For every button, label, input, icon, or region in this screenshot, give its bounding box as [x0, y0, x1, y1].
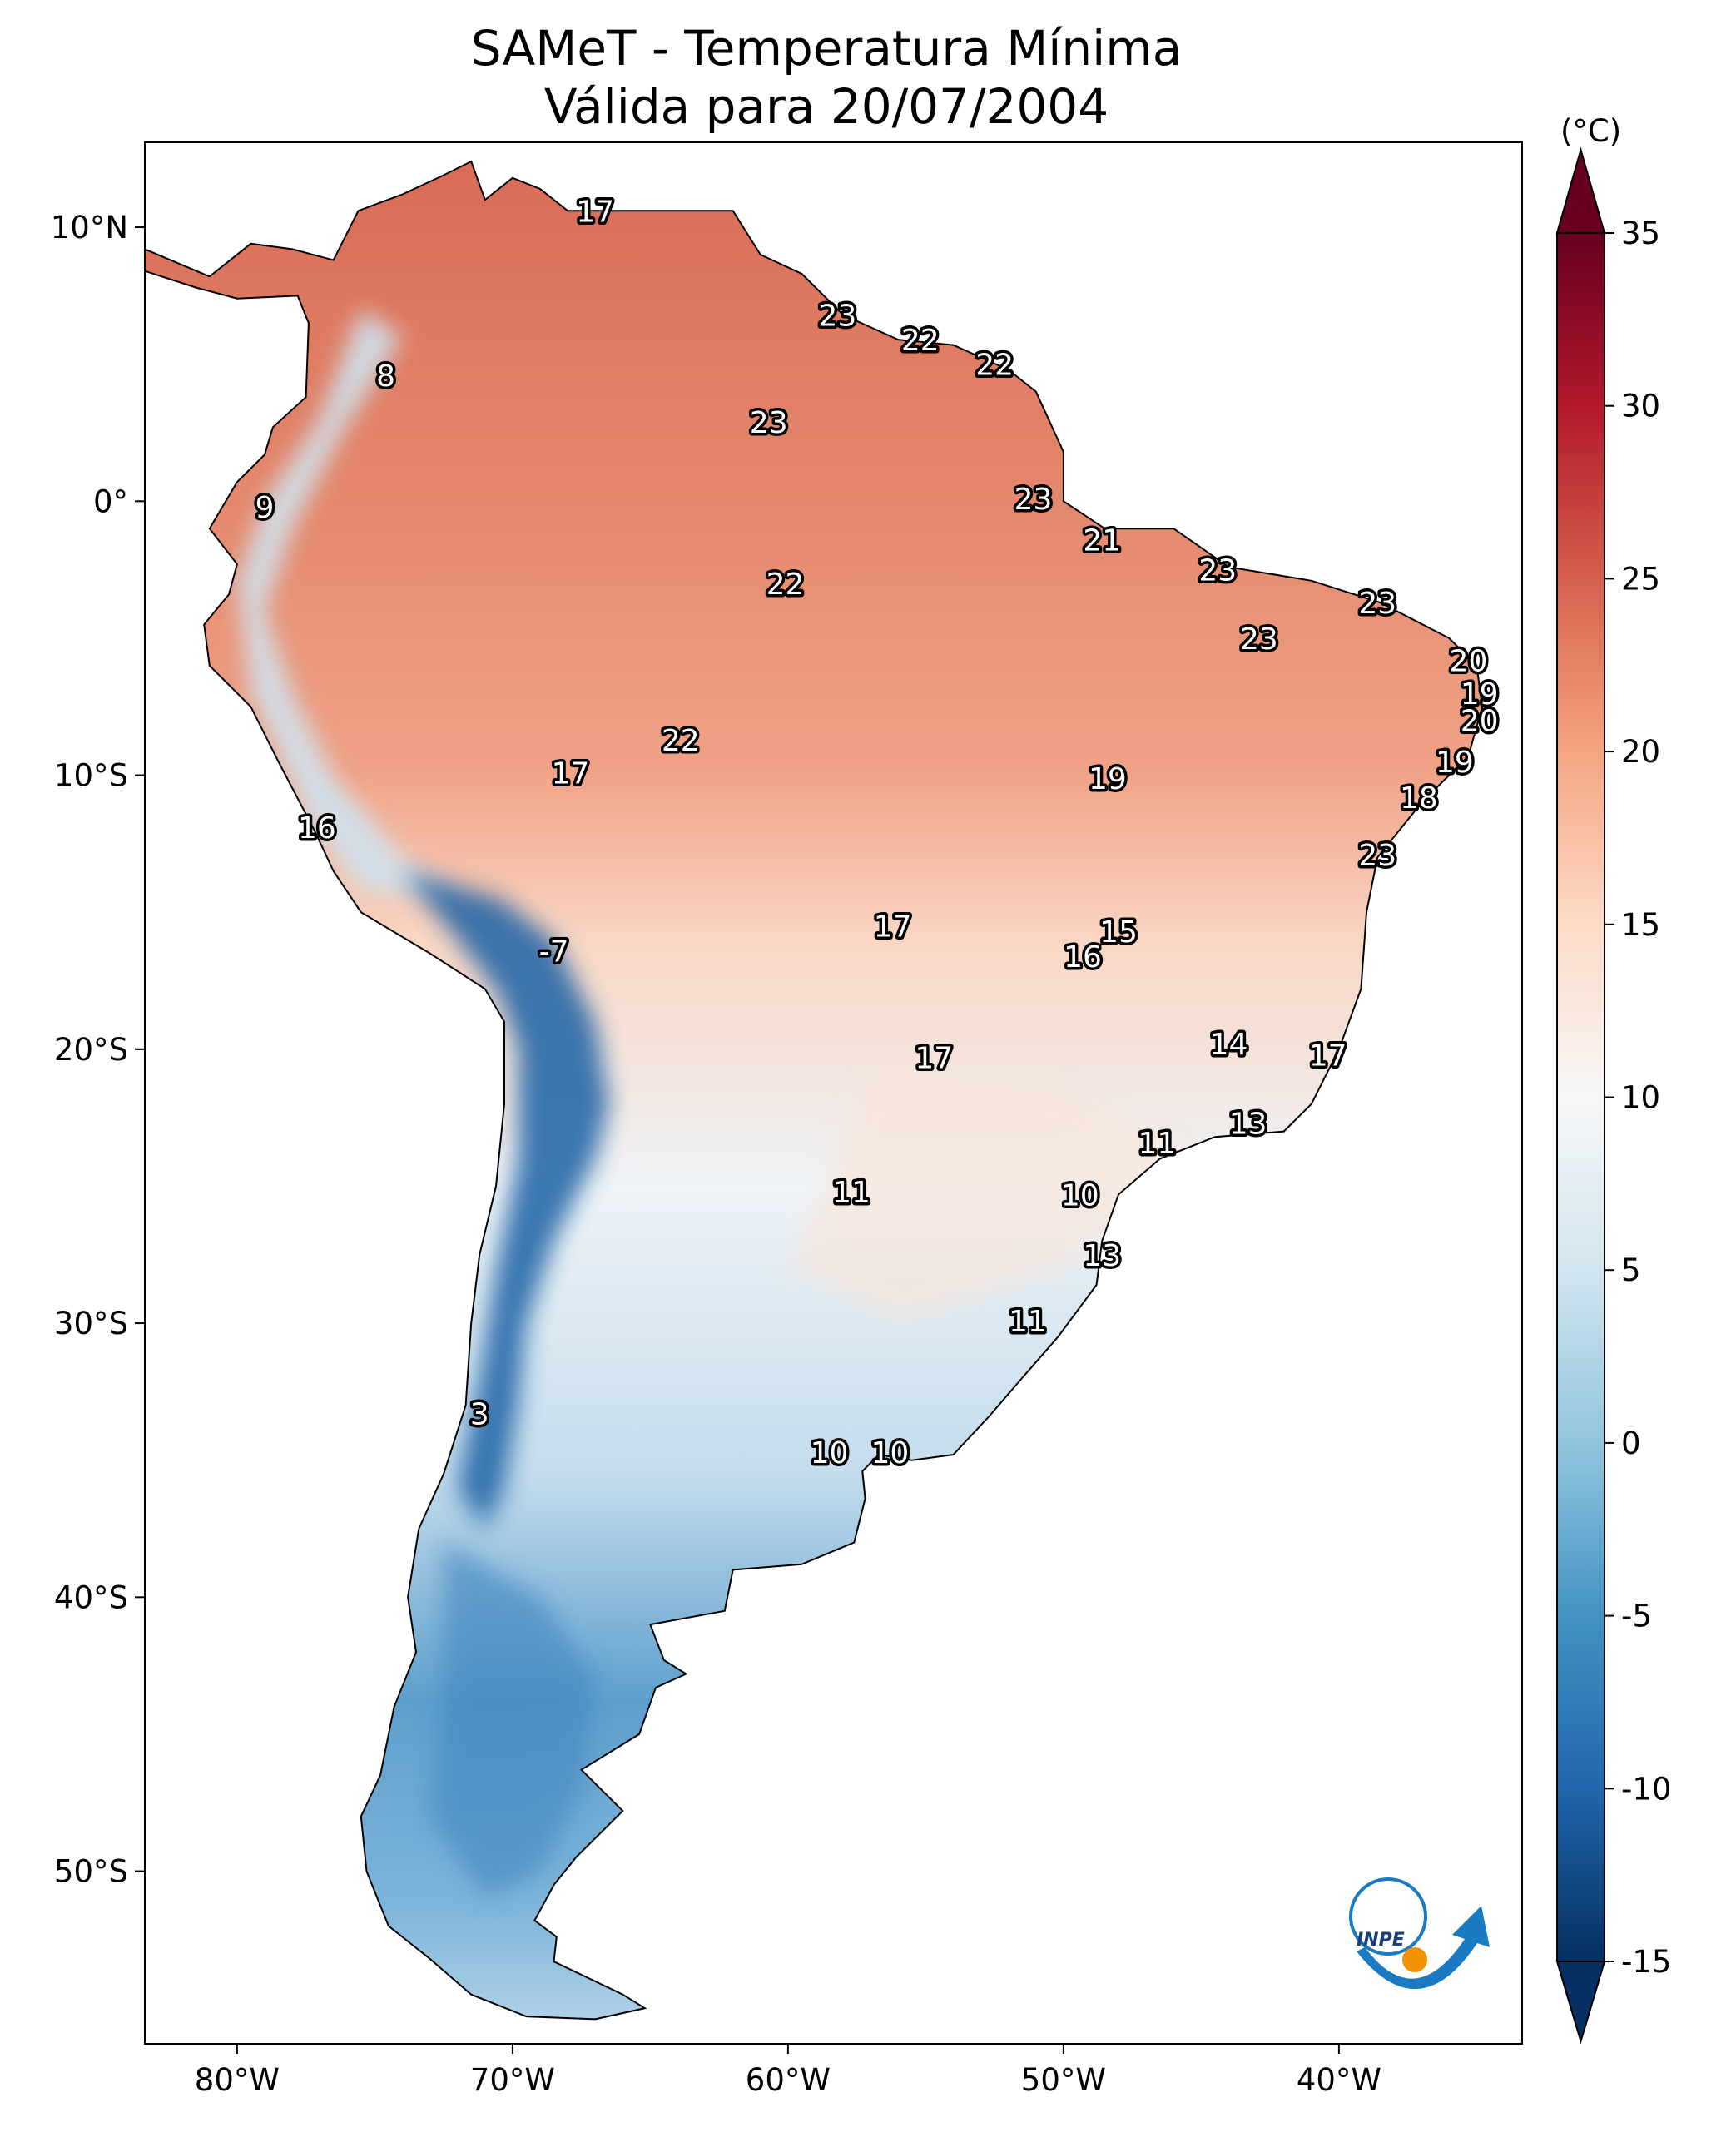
map-subtitle: Válida para 20/07/2004 — [544, 78, 1109, 135]
station-value-label: 22 — [662, 724, 700, 758]
y-tick-label: 20°S — [54, 1032, 128, 1068]
y-tick-label: 10°N — [51, 210, 128, 245]
colorbar-unit: (°C) — [1560, 113, 1621, 149]
colorbar-extend-min — [1555, 1961, 1606, 2045]
x-tick-label: 50°W — [1021, 2062, 1106, 2098]
station-value-label: 22 — [766, 568, 805, 602]
station-value-label: 19 — [1461, 677, 1499, 712]
station-value-label: 13 — [1083, 1239, 1121, 1273]
station-value-label: 17 — [551, 756, 589, 791]
station-value-label: 23 — [1198, 554, 1237, 588]
station-value-label: 23 — [1358, 839, 1396, 873]
x-axis: 80°W 70°W 60°W 50°W 40°W — [195, 2044, 1381, 2098]
station-value-label: 9 — [255, 491, 275, 525]
station-value-label: 11 — [1138, 1127, 1177, 1161]
station-value-label: 14 — [1210, 1028, 1248, 1062]
colorbar-extend-max — [1555, 146, 1606, 234]
station-value-label: 16 — [298, 811, 336, 845]
station-value-label: 17 — [915, 1042, 953, 1076]
temperature-field — [145, 161, 1482, 2020]
station-value-label: 17 — [874, 910, 912, 945]
inpe-logo: INPE — [1349, 1877, 1490, 1990]
station-value-label: 20 — [1450, 644, 1488, 678]
colorbar-tick-label: 30 — [1621, 389, 1660, 424]
station-value-label: 20 — [1461, 705, 1499, 739]
station-value-label: 23 — [750, 406, 788, 440]
x-tick-label: 70°W — [470, 2062, 555, 2098]
station-value-label: 17 — [1309, 1039, 1347, 1073]
station-value-label: 8 — [376, 359, 395, 394]
colorbar-bar — [1556, 232, 1605, 1962]
y-tick-label: 40°S — [54, 1579, 128, 1615]
y-axis: 10°N 0° 10°S 20°S 30°S 40°S 50°S — [51, 210, 145, 1890]
colorbar-tick-label: -10 — [1621, 1771, 1671, 1807]
y-tick-label: 30°S — [54, 1306, 128, 1341]
station-value-label: 11 — [1009, 1305, 1047, 1339]
colorbar-tick-label: 20 — [1621, 734, 1660, 770]
station-value-label: 10 — [870, 1436, 909, 1470]
station-value-label: 15 — [1099, 915, 1138, 950]
colorbar-tick-label: 5 — [1621, 1252, 1641, 1288]
y-tick-label: 50°S — [54, 1854, 128, 1890]
station-value-label: 22 — [901, 324, 940, 358]
station-value-label: 16 — [1064, 940, 1102, 974]
x-tick-label: 80°W — [195, 2062, 280, 2098]
colorbar-tick-label: 0 — [1621, 1426, 1641, 1461]
station-value-label: 18 — [1400, 781, 1438, 816]
x-tick-label: 40°W — [1297, 2062, 1381, 2098]
station-value-label: 22 — [975, 349, 1014, 383]
station-value-label: 21 — [1083, 523, 1121, 558]
station-value-label: 23 — [1240, 622, 1278, 657]
colorbar-tick-label: 25 — [1621, 561, 1660, 597]
station-value-label: 19 — [1089, 762, 1127, 796]
station-value-label: 11 — [832, 1176, 870, 1210]
colorbar: (°C) 35 30 25 20 15 10 5 0 -5 -10 -15 — [1555, 113, 1671, 2045]
station-value-label: 10 — [811, 1436, 849, 1470]
colorbar-tick-label: -5 — [1621, 1599, 1652, 1634]
station-value-label: 19 — [1436, 746, 1474, 780]
colorbar-tick-label: -15 — [1621, 1944, 1671, 1980]
station-value-label: 10 — [1061, 1178, 1099, 1212]
station-value-label: 13 — [1229, 1108, 1267, 1142]
station-value-label: 17 — [576, 195, 614, 229]
colorbar-tick-label: 35 — [1621, 216, 1660, 251]
coastline — [144, 160, 1484, 2021]
colorbar-tick-label: 15 — [1621, 907, 1660, 943]
y-tick-label: 10°S — [54, 758, 128, 794]
inpe-logo-text: INPE — [1357, 1930, 1405, 1951]
station-value-label: -7 — [539, 935, 569, 969]
map-title: SAMeT - Temperatura Mínima — [471, 20, 1183, 77]
map-frame — [144, 141, 1523, 2045]
station-value-label: 23 — [1014, 483, 1053, 517]
station-value-label: 3 — [470, 1398, 489, 1432]
colorbar-tick-label: 10 — [1621, 1080, 1660, 1116]
station-value-label: 23 — [819, 299, 857, 333]
x-tick-label: 60°W — [746, 2062, 831, 2098]
station-value-label: 23 — [1358, 587, 1396, 621]
y-tick-label: 0° — [93, 483, 128, 519]
